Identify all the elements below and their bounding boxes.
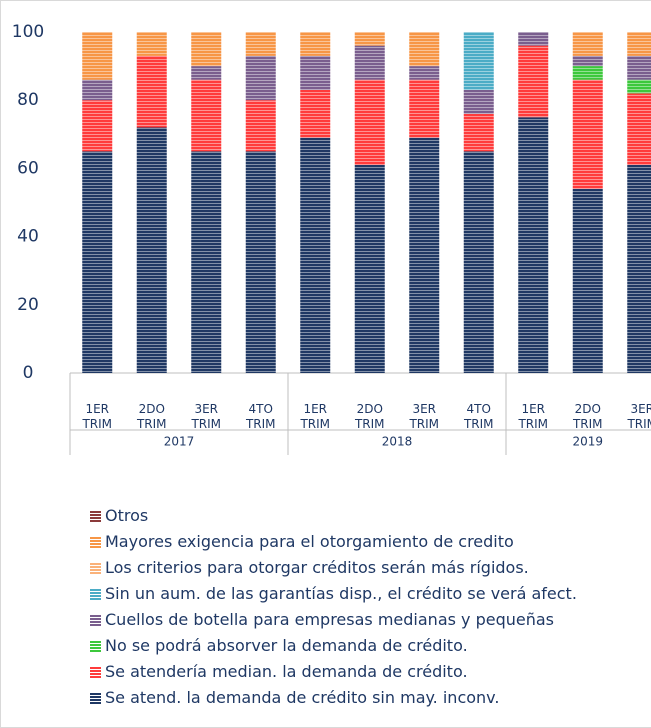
legend-label: Mayores exigencia para el otorgamiento d… [105,532,514,551]
bar-segment [409,79,440,138]
bar-segment [627,164,651,373]
year-label: 2019 [572,435,603,449]
bar-segment [82,151,113,373]
bar-segment [191,32,222,67]
bar-segment [191,79,222,152]
x-tick-label: 1ER TRIM [518,402,549,431]
bar-segment [627,93,651,165]
x-tick-label: 3ER TRIM [191,402,222,431]
y-tick-label: 20 [17,295,39,315]
bar-segment [572,55,603,67]
legend-label: Sin un aum. de las garantías disp., el c… [105,584,577,603]
bar-segment [82,79,113,101]
bar-segment [518,117,549,373]
bar-segment [300,89,331,138]
legend-item: No se podrá absorver la demanda de crédi… [90,633,577,659]
legend-item: Los criterios para otorgar créditos será… [90,555,577,581]
x-tick-label: 2DO TRIM [572,402,603,431]
legend-swatch [90,511,101,522]
bar-segment [191,66,222,80]
bar-segment [409,137,440,373]
x-tick-label: 3ER TRIM [627,402,651,431]
x-tick-label: 2DO TRIM [354,402,385,431]
bar-segment [463,151,494,373]
bar-segment [463,32,494,90]
x-tick-label: 2DO TRIM [136,402,167,431]
bar-segment [191,151,222,373]
bar-segment [627,32,651,56]
legend-item: Se atend. la demanda de crédito sin may.… [90,685,577,711]
bar-segment [82,100,113,152]
legend-swatch [90,693,101,704]
legend-label: Cuellos de botella para empresas mediana… [105,610,555,629]
y-tick-label: 80 [17,90,39,110]
bar-segment [518,32,549,46]
bar-segment [245,55,276,101]
bar-segment [409,32,440,67]
bar-segment [627,79,651,94]
legend-item: Sin un aum. de las garantías disp., el c… [90,581,577,607]
bar-segment [354,164,385,373]
year-label: 2017 [164,435,195,449]
y-tick-label: 40 [17,227,39,247]
bar-segment [300,32,331,56]
legend-swatch [90,537,101,548]
legend-label: Otros [105,506,149,525]
bar-segment [245,32,276,56]
y-tick-label: 100 [12,22,44,42]
x-tick-label: 1ER TRIM [82,402,113,431]
legend-item: Cuellos de botella para empresas mediana… [90,607,577,633]
bar-segment [136,32,167,56]
bar-segment [354,32,385,46]
bar-segment [354,45,385,80]
bar-segment [572,188,603,373]
legend-label: No se podrá absorver la demanda de crédi… [105,636,468,655]
legend-label: Se atend. la demanda de crédito sin may.… [105,688,500,707]
x-tick-label: 4TO TRIM [245,402,276,431]
legend-swatch [90,667,101,678]
bar-segment [572,66,603,80]
legend-item: Se atendería median. la demanda de crédi… [90,659,577,685]
bar-segment [463,89,494,114]
bar-segment [463,113,494,152]
bar-segment [245,151,276,373]
bar-segment [300,55,331,90]
legend-item: Mayores exigencia para el otorgamiento d… [90,529,577,555]
legend: Otros Mayores exigencia para el otorgamie… [90,503,577,711]
bar-segment [82,32,113,80]
legend-label: Se atendería median. la demanda de crédi… [105,662,468,681]
x-tick-label: 4TO TRIM [463,402,494,431]
bar-segment [245,100,276,152]
bar-segment [572,32,603,56]
bar-segment [136,55,167,128]
legend-swatch [90,589,101,600]
y-tick-label: 0 [23,363,34,383]
x-tick-label: 3ER TRIM [409,402,440,431]
legend-item: Otros [90,503,577,529]
legend-label: Los criterios para otorgar créditos será… [105,558,529,577]
x-tick-label: 1ER TRIM [300,402,331,431]
bar-segment [300,137,331,373]
y-tick-label: 60 [17,158,39,178]
bar-segment [354,79,385,165]
bar-segment [627,55,651,80]
year-label: 2018 [382,435,413,449]
bar-segment [136,127,167,373]
bar-segment [518,45,549,118]
legend-swatch [90,641,101,652]
legend-swatch [90,563,101,574]
bar-segment [572,79,603,189]
legend-swatch [90,615,101,626]
bar-segment [409,66,440,80]
